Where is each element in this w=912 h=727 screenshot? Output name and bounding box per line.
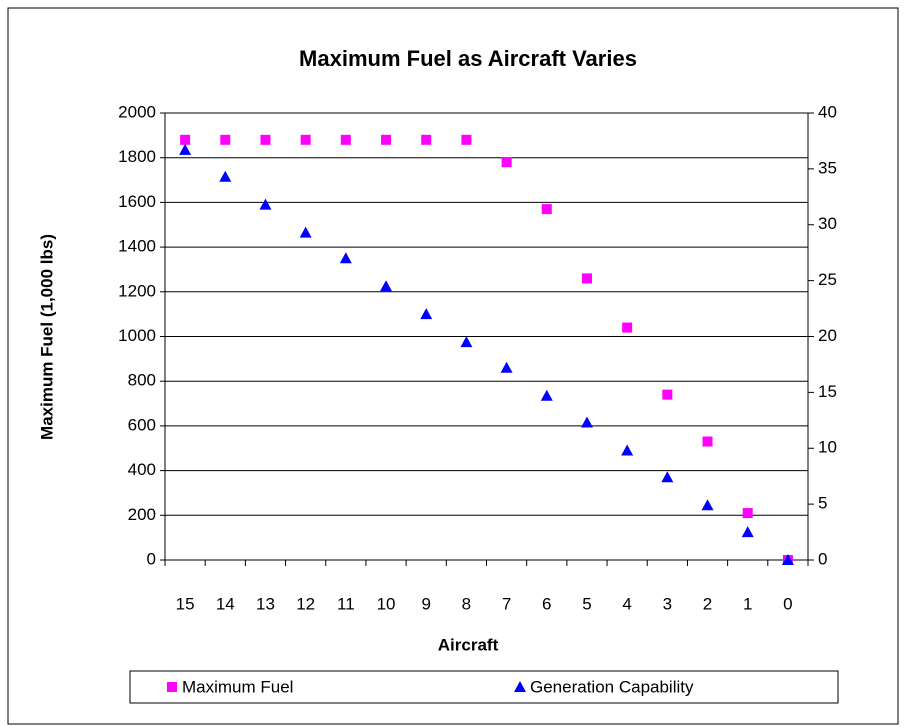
y2-tick-label: 35 bbox=[818, 158, 837, 177]
point bbox=[180, 134, 191, 145]
point bbox=[219, 170, 232, 182]
y-tick-label: 2000 bbox=[118, 102, 156, 121]
y2-tick-label: 25 bbox=[818, 270, 837, 289]
legend-label: Maximum Fuel bbox=[182, 677, 293, 696]
point bbox=[581, 273, 592, 284]
point bbox=[259, 198, 272, 210]
point bbox=[622, 322, 633, 333]
y2-tick-label: 5 bbox=[818, 494, 827, 513]
point bbox=[500, 361, 513, 373]
x-tick-label: 7 bbox=[502, 594, 511, 613]
point bbox=[501, 157, 512, 168]
point bbox=[381, 134, 392, 145]
y-tick-label: 1400 bbox=[118, 237, 156, 256]
x-tick-label: 5 bbox=[582, 594, 591, 613]
x-tick-label: 14 bbox=[216, 594, 235, 613]
point bbox=[541, 204, 552, 215]
x-tick-label: 10 bbox=[377, 594, 396, 613]
y-axis-label: Maximum Fuel (1,000 lbs) bbox=[37, 234, 56, 440]
point bbox=[621, 444, 634, 456]
point bbox=[701, 499, 714, 511]
y-tick-label: 600 bbox=[128, 415, 156, 434]
y-tick-label: 1200 bbox=[118, 281, 156, 300]
y-tick-label: 1600 bbox=[118, 192, 156, 211]
point bbox=[461, 134, 472, 145]
point bbox=[340, 134, 351, 145]
x-tick-label: 6 bbox=[542, 594, 551, 613]
y-tick-label: 400 bbox=[128, 460, 156, 479]
legend-label: Generation Capability bbox=[530, 677, 694, 696]
y-tick-label: 1800 bbox=[118, 147, 156, 166]
x-tick-label: 3 bbox=[663, 594, 672, 613]
point bbox=[299, 226, 312, 238]
point bbox=[742, 508, 753, 519]
x-tick-label: 1 bbox=[743, 594, 752, 613]
y2-tick-label: 10 bbox=[818, 438, 837, 457]
point bbox=[702, 436, 713, 447]
y-tick-label: 800 bbox=[128, 371, 156, 390]
y2-tick-label: 40 bbox=[818, 102, 837, 121]
legend-marker bbox=[514, 681, 526, 692]
point bbox=[420, 308, 433, 320]
y-tick-label: 0 bbox=[147, 549, 156, 568]
y2-tick-label: 30 bbox=[818, 214, 837, 233]
x-tick-label: 8 bbox=[462, 594, 471, 613]
x-tick-label: 9 bbox=[421, 594, 430, 613]
y2-tick-label: 0 bbox=[818, 549, 827, 568]
point bbox=[179, 143, 192, 155]
legend-marker bbox=[167, 682, 177, 692]
point bbox=[662, 389, 673, 400]
y-tick-label: 200 bbox=[128, 505, 156, 524]
y2-tick-label: 15 bbox=[818, 382, 837, 401]
point bbox=[460, 336, 473, 348]
x-tick-label: 2 bbox=[703, 594, 712, 613]
point bbox=[220, 134, 231, 145]
x-tick-label: 12 bbox=[296, 594, 315, 613]
x-tick-label: 4 bbox=[622, 594, 631, 613]
point bbox=[540, 389, 553, 401]
point bbox=[661, 471, 674, 483]
legend-box bbox=[129, 670, 839, 704]
x-tick-label: 15 bbox=[176, 594, 195, 613]
y-tick-label: 1000 bbox=[118, 326, 156, 345]
x-tick-label: 13 bbox=[256, 594, 275, 613]
point bbox=[421, 134, 432, 145]
point bbox=[339, 252, 352, 264]
x-axis-label: Aircraft bbox=[438, 635, 499, 654]
y2-tick-label: 20 bbox=[818, 326, 837, 345]
chart-title: Maximum Fuel as Aircraft Varies bbox=[299, 46, 637, 71]
point bbox=[260, 134, 271, 145]
x-tick-label: 11 bbox=[337, 594, 355, 613]
point bbox=[781, 554, 794, 565]
point bbox=[580, 416, 593, 428]
chart-border bbox=[7, 7, 899, 725]
point bbox=[380, 280, 393, 292]
x-tick-label: 0 bbox=[783, 594, 792, 613]
point bbox=[741, 526, 754, 538]
point bbox=[300, 134, 311, 145]
